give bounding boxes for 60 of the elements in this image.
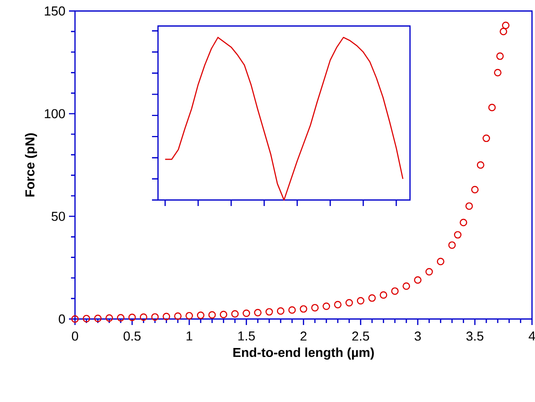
point xyxy=(128,314,136,322)
point xyxy=(482,134,490,142)
x-tick-label: 2.5 xyxy=(352,332,370,341)
y-tick-label: 50 xyxy=(52,212,65,221)
point xyxy=(414,276,422,284)
point xyxy=(265,308,273,316)
point xyxy=(476,161,484,169)
point xyxy=(488,104,496,112)
point xyxy=(380,291,388,299)
point xyxy=(448,241,456,249)
point xyxy=(242,310,250,317)
point xyxy=(368,294,376,302)
point xyxy=(82,314,90,322)
x-tick-label: 0.5 xyxy=(124,332,141,341)
x-tick-label: 0 xyxy=(72,332,78,341)
point xyxy=(460,218,468,226)
x-axis-title: End-to-end length (µm) xyxy=(233,348,374,360)
point xyxy=(116,314,124,322)
x-tick-label: 3.5 xyxy=(466,332,484,341)
point xyxy=(174,312,182,320)
point xyxy=(276,307,284,315)
point xyxy=(494,68,502,76)
y-tick-label: 150 xyxy=(44,6,65,16)
x-tick-label: 3 xyxy=(414,332,421,341)
point xyxy=(220,310,228,318)
point xyxy=(311,304,319,312)
x-tick-label: 2 xyxy=(300,332,306,341)
point xyxy=(402,282,410,290)
point xyxy=(465,202,473,210)
point xyxy=(500,28,508,36)
point xyxy=(322,302,330,310)
point xyxy=(140,313,148,321)
y-axis-title: Force (pN) xyxy=(24,133,38,197)
point xyxy=(71,315,79,323)
point xyxy=(106,314,114,322)
y-tick-label: 0 xyxy=(58,314,65,324)
point xyxy=(425,268,433,276)
point xyxy=(94,314,102,322)
point xyxy=(208,311,216,319)
point xyxy=(454,231,462,239)
x-tick-label: 1.5 xyxy=(238,332,255,341)
point xyxy=(356,296,364,304)
point xyxy=(288,306,296,314)
point xyxy=(162,312,170,320)
point xyxy=(502,22,510,30)
point xyxy=(186,312,193,320)
x-tick-label: 4 xyxy=(528,332,535,340)
point xyxy=(254,308,262,316)
point xyxy=(391,287,399,295)
point xyxy=(496,52,504,60)
point xyxy=(345,299,353,307)
point xyxy=(231,310,239,318)
point xyxy=(300,305,308,313)
point xyxy=(334,300,342,308)
x-tick-label: 1 xyxy=(186,332,192,340)
point xyxy=(196,312,204,320)
point xyxy=(151,313,159,321)
point xyxy=(471,186,479,194)
point xyxy=(436,258,444,266)
y-tick-label: 100 xyxy=(44,109,65,118)
